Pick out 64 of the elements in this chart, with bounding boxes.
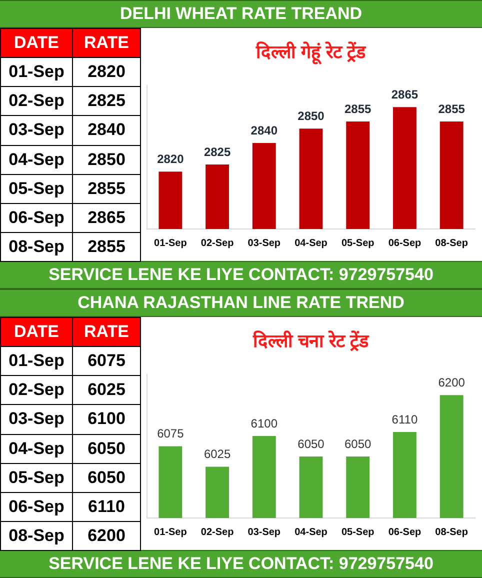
data-label: 2840 xyxy=(250,123,278,138)
category-label: 02-Sep xyxy=(8,91,64,110)
category-label: 05-Sep xyxy=(8,468,64,487)
category-label: 01-Sep xyxy=(8,351,64,370)
text: 2865 xyxy=(72,203,140,232)
data-label: 6075 xyxy=(157,426,184,441)
text: SERVICE LENE KE LIYE CONTACT: 9729757540 xyxy=(0,261,482,289)
category-label: 04-Sep xyxy=(8,150,64,169)
text: 2820 xyxy=(72,58,140,87)
data-label: 2850 xyxy=(298,108,325,123)
category-label: 03-Sep xyxy=(8,120,64,140)
data-label: 6050 xyxy=(298,436,325,451)
category-label: 01-Sep xyxy=(8,62,64,82)
text: RATE xyxy=(72,28,140,58)
data-label: 6025 xyxy=(204,447,231,462)
x-tick-label: 03-Sep xyxy=(248,526,281,538)
text: 2850 xyxy=(72,145,140,174)
category-label: 04-Sep xyxy=(8,438,64,458)
text: 2840 xyxy=(72,116,140,145)
x-tick-label: 03-Sep xyxy=(248,238,281,249)
x-tick-label: 05-Sep xyxy=(341,238,374,249)
x-tick-label: 01-Sep xyxy=(154,526,187,538)
x-tick-label: 08-Sep xyxy=(435,526,468,538)
x-tick-label: 08-Sep xyxy=(435,238,468,249)
text: 2855 xyxy=(72,174,140,204)
text: RATE xyxy=(72,318,140,347)
text: 6200 xyxy=(72,521,140,550)
text: 6110 xyxy=(72,492,140,522)
text: 2855 xyxy=(72,232,140,262)
x-tick-label: 01-Sep xyxy=(154,238,187,249)
category-label: 03-Sep xyxy=(8,409,64,428)
data-label: 2825 xyxy=(204,144,231,159)
text: 6050 xyxy=(72,434,140,464)
x-tick-label: 06-Sep xyxy=(388,526,422,538)
category-label: 06-Sep xyxy=(8,496,64,516)
text: SERVICE LENE KE LIYE CONTACT: 9729757540 xyxy=(0,550,482,578)
text: 6075 xyxy=(72,346,140,376)
x-tick-label: 06-Sep xyxy=(388,238,422,249)
chart-subtitle: दिल्ली गेहूं रेट ट्रेंड xyxy=(254,40,367,65)
x-tick-label: 04-Sep xyxy=(294,238,328,249)
data-label: 2855 xyxy=(344,102,372,116)
text: 6100 xyxy=(72,404,140,434)
chart-subtitle: दिल्ली चना रेट ट्रेंड xyxy=(252,330,370,352)
data-label: 2855 xyxy=(438,102,466,116)
text: 6050 xyxy=(72,463,140,492)
x-tick-label: 02-Sep xyxy=(200,526,234,538)
text: DATE xyxy=(0,28,72,58)
data-label: 6200 xyxy=(438,375,466,390)
data-label: 6110 xyxy=(392,412,418,426)
chart-title: CHANA RAJASTHAN LINE RATE TREND xyxy=(0,289,482,317)
data-label: 6050 xyxy=(344,436,372,451)
category-label: 06-Sep xyxy=(8,208,64,227)
category-label: 02-Sep xyxy=(8,380,64,400)
text: DATE xyxy=(0,318,72,347)
data-label: 2865 xyxy=(391,87,418,102)
data-label: 2820 xyxy=(157,152,184,166)
chart-title: DELHI WHEAT RATE TREAND xyxy=(0,0,482,28)
x-tick-label: 05-Sep xyxy=(341,526,374,538)
text: 6025 xyxy=(72,376,140,405)
text: 2825 xyxy=(72,86,140,116)
data-label: 6100 xyxy=(250,416,278,430)
x-tick-label: 02-Sep xyxy=(200,238,234,249)
category-label: 05-Sep xyxy=(8,178,64,198)
x-tick-label: 04-Sep xyxy=(294,526,328,538)
